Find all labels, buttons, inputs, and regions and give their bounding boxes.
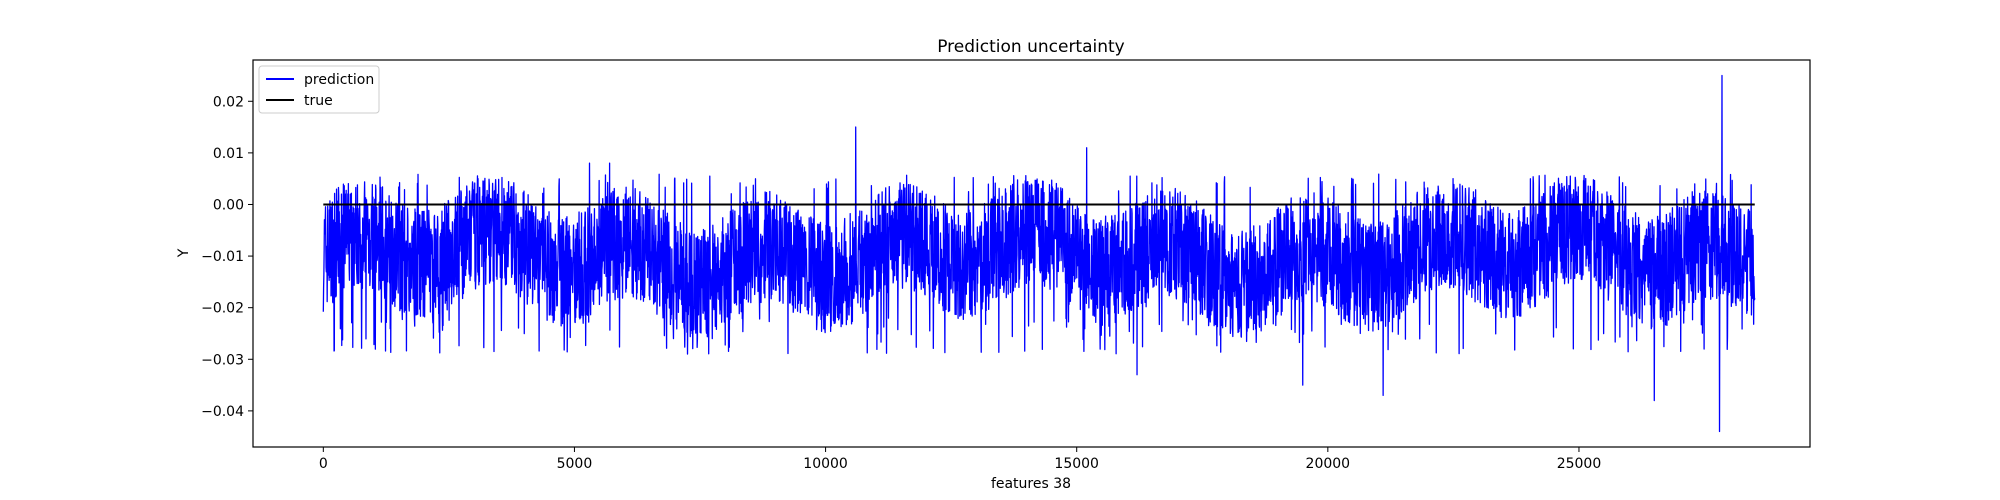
x-tick-label: 0	[319, 456, 328, 472]
y-tick-label: 0.00	[213, 197, 244, 213]
y-tick-label: −0.03	[201, 352, 244, 368]
series-prediction-line	[322, 74, 1756, 433]
y-tick-label: −0.04	[201, 404, 244, 420]
x-tick-label: 20000	[1306, 456, 1351, 472]
plot-frame	[252, 59, 1811, 448]
legend-label-true: true	[304, 93, 333, 109]
legend-box	[258, 65, 380, 114]
y-tick-label: −0.02	[201, 301, 244, 317]
x-tick-label: 5000	[557, 456, 593, 472]
legend-label-prediction: prediction	[304, 72, 374, 88]
plot-area	[322, 74, 1756, 433]
x-tick-label: 25000	[1557, 456, 1602, 472]
y-tick-label: 0.02	[213, 94, 244, 110]
x-axis: 0 5000 10000 15000 20000 25000	[319, 447, 1601, 472]
y-axis: −0.04 −0.03 −0.02 −0.01 0.00 0.01 0.02	[201, 94, 253, 420]
y-axis-label: Y	[176, 248, 192, 258]
chart-title: Prediction uncertainty	[937, 37, 1125, 57]
x-tick-label: 15000	[1054, 456, 1099, 472]
legend: prediction true	[258, 65, 380, 114]
x-tick-label: 10000	[803, 456, 848, 472]
y-tick-label: 0.01	[213, 146, 244, 162]
y-tick-label: −0.01	[201, 249, 244, 265]
x-axis-label: features 38	[991, 476, 1071, 492]
